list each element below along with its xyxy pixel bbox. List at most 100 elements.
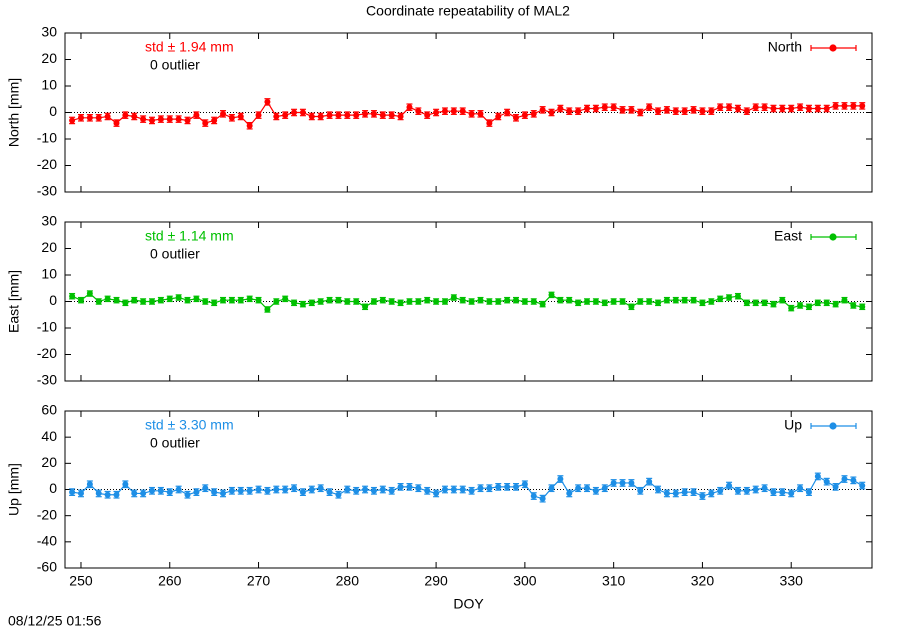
- y-tick-label: 0: [49, 480, 57, 496]
- point: [823, 299, 830, 306]
- point: [521, 112, 528, 119]
- point: [326, 112, 333, 119]
- point: [353, 487, 360, 494]
- annotation: 0 outlier: [150, 57, 200, 73]
- point: [273, 298, 280, 305]
- legend-symbol: [810, 44, 857, 52]
- point: [646, 298, 653, 305]
- point: [282, 295, 289, 302]
- y-tick-label: 20: [41, 239, 57, 255]
- point: [468, 298, 475, 305]
- point: [805, 105, 812, 112]
- y-tick-label: 40: [41, 428, 57, 444]
- point: [326, 489, 333, 496]
- annotation: std ± 1.94 mm: [145, 39, 234, 55]
- point: [450, 108, 457, 115]
- y-tick-label: -30: [37, 372, 57, 388]
- point: [211, 117, 218, 124]
- point: [805, 303, 812, 310]
- point: [220, 110, 227, 117]
- point: [273, 113, 280, 120]
- point: [655, 486, 662, 493]
- point: [95, 114, 102, 121]
- annotation: std ± 1.14 mm: [145, 228, 234, 244]
- point: [370, 487, 377, 494]
- x-tick-label: 280: [336, 573, 360, 589]
- point: [122, 112, 129, 119]
- point: [584, 105, 591, 112]
- point: [548, 291, 555, 298]
- point: [548, 109, 555, 116]
- point: [308, 486, 315, 493]
- point: [131, 490, 138, 497]
- point: [752, 299, 759, 306]
- point: [681, 489, 688, 496]
- point: [353, 298, 360, 305]
- point: [646, 104, 653, 111]
- point: [95, 490, 102, 497]
- point: [726, 104, 733, 111]
- point: [850, 302, 857, 309]
- point: [149, 298, 156, 305]
- point: [228, 114, 235, 121]
- point: [628, 303, 635, 310]
- point: [362, 110, 369, 117]
- point: [850, 477, 857, 484]
- point: [140, 298, 147, 305]
- point: [291, 109, 298, 116]
- timestamp: 08/12/25 01:56: [8, 613, 102, 629]
- point: [646, 478, 653, 485]
- point: [379, 297, 386, 304]
- point: [752, 104, 759, 111]
- point: [441, 108, 448, 115]
- point: [628, 479, 635, 486]
- point: [406, 104, 413, 111]
- point: [495, 483, 502, 490]
- point: [77, 114, 84, 121]
- point: [397, 483, 404, 490]
- point: [504, 483, 511, 490]
- point: [788, 305, 795, 312]
- point: [592, 298, 599, 305]
- point: [459, 486, 466, 493]
- point: [601, 299, 608, 306]
- point: [370, 298, 377, 305]
- point: [433, 298, 440, 305]
- x-axis-label: DOY: [453, 596, 484, 612]
- point: [708, 298, 715, 305]
- point: [850, 102, 857, 109]
- point: [157, 297, 164, 304]
- point: [441, 486, 448, 493]
- point: [592, 487, 599, 494]
- point: [681, 108, 688, 115]
- point: [335, 297, 342, 304]
- x-tick-label: 250: [69, 573, 93, 589]
- point: [548, 485, 555, 492]
- point: [823, 478, 830, 485]
- series-line: [71, 100, 863, 127]
- point: [841, 476, 848, 483]
- point: [557, 297, 564, 304]
- point: [353, 112, 360, 119]
- point: [504, 297, 511, 304]
- point: [264, 487, 271, 494]
- point: [726, 294, 733, 301]
- y-axis-label: East [mm]: [6, 270, 22, 333]
- y-tick-label: -60: [37, 559, 57, 575]
- point: [734, 487, 741, 494]
- point: [184, 117, 191, 124]
- point: [433, 109, 440, 116]
- point: [797, 302, 804, 309]
- point: [450, 294, 457, 301]
- point: [637, 298, 644, 305]
- point: [486, 298, 493, 305]
- point: [779, 297, 786, 304]
- series-line: [72, 475, 863, 500]
- y-tick-label: 20: [41, 454, 57, 470]
- point: [113, 491, 120, 498]
- point: [752, 486, 759, 493]
- point: [202, 298, 209, 305]
- point: [193, 112, 200, 119]
- point: [149, 487, 156, 494]
- point: [655, 299, 662, 306]
